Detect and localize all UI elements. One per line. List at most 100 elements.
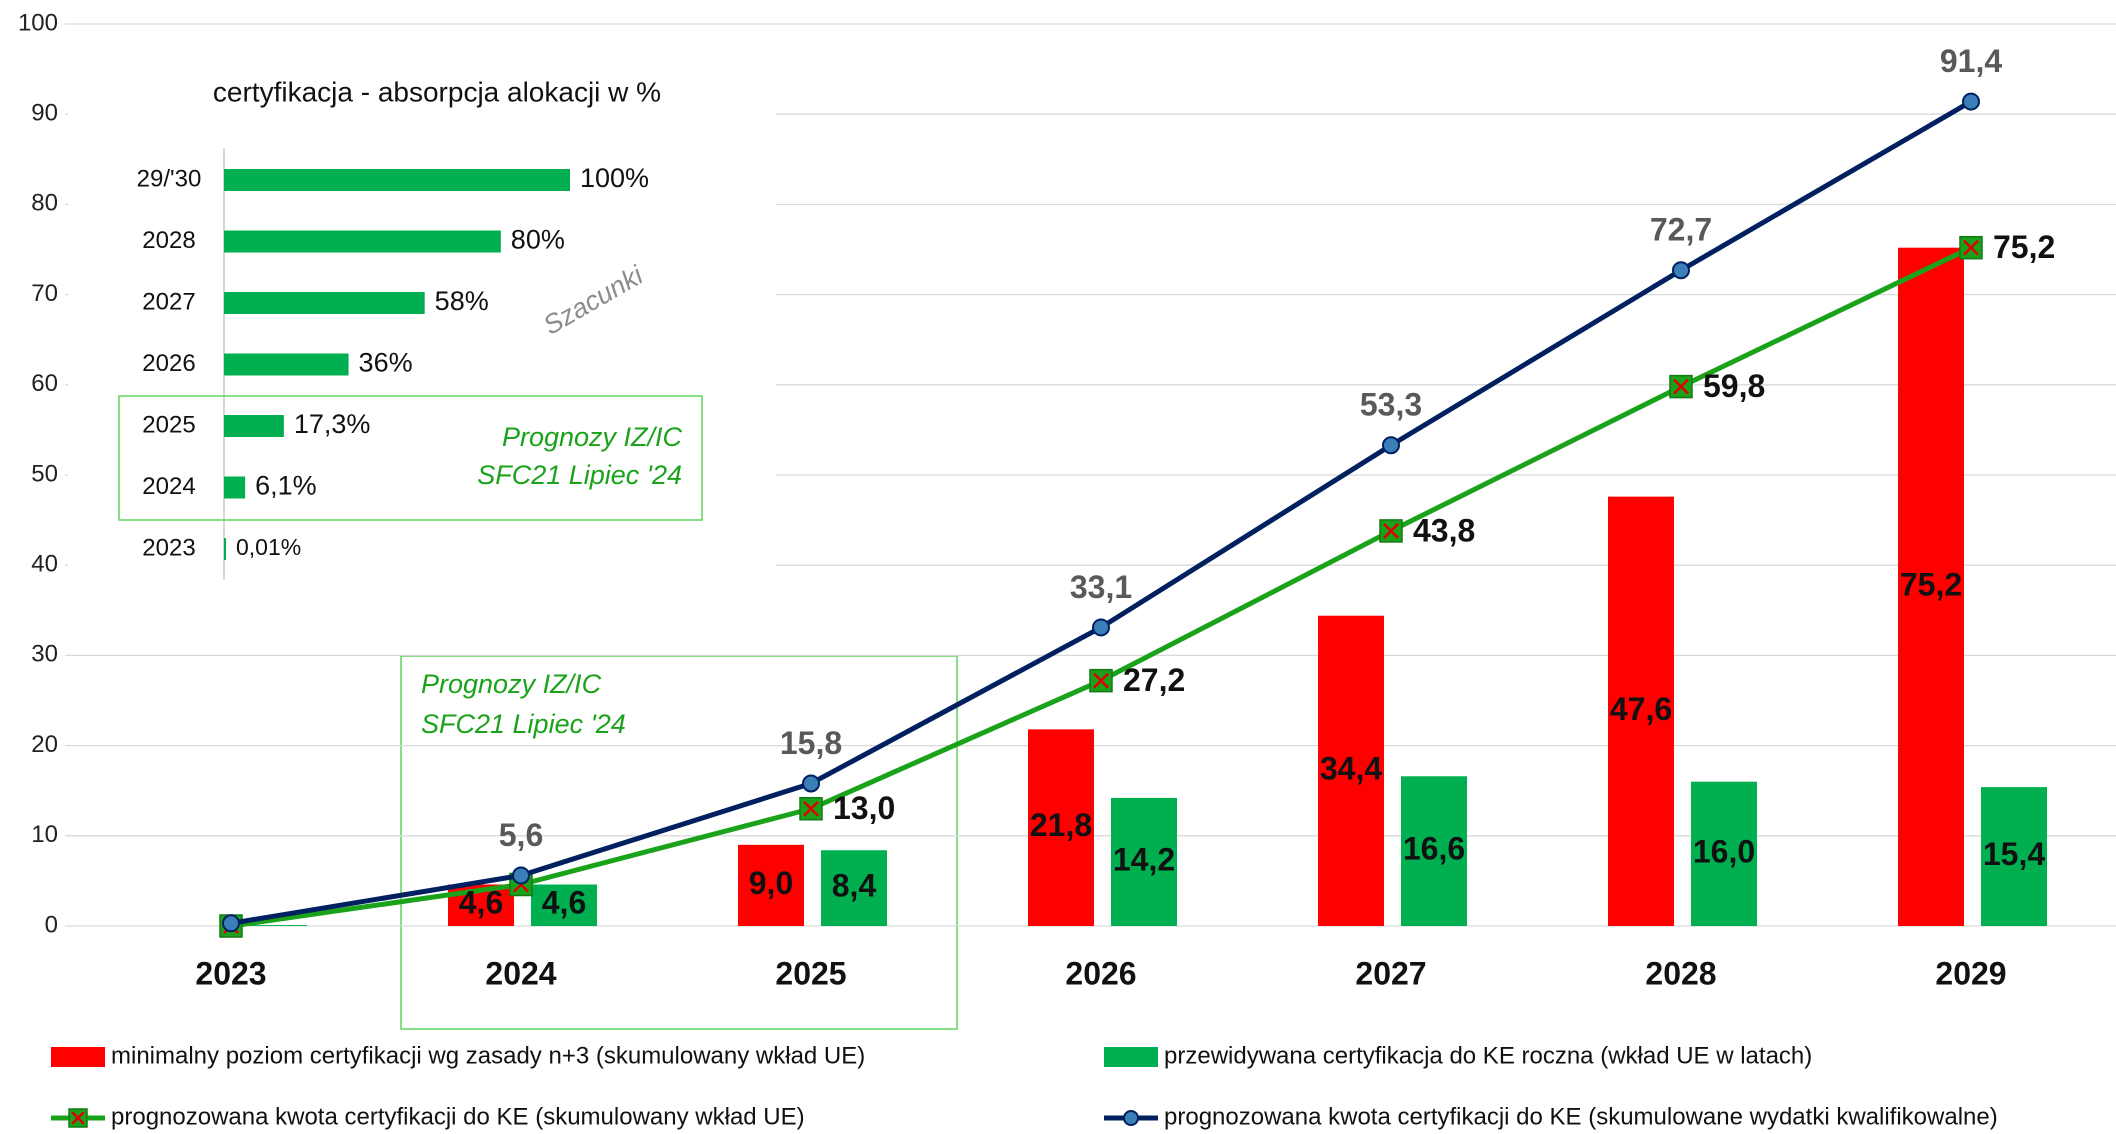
inset-bar — [224, 169, 570, 191]
data-label: 4,6 — [542, 885, 586, 921]
annotation: Prognozy IZ/IC — [421, 669, 602, 699]
marker-cross — [803, 800, 819, 817]
data-label: 8,4 — [832, 868, 877, 904]
data-label: 33,1 — [1070, 569, 1132, 605]
marker — [222, 914, 240, 933]
inset-category: 2023 — [142, 534, 195, 561]
bar — [1608, 496, 1674, 926]
legend-marker — [68, 1108, 88, 1128]
data-label: 16,6 — [1403, 831, 1465, 867]
inset-category: 29/'30 — [137, 165, 202, 192]
data-label: 91,4 — [1940, 43, 2002, 79]
marker — [1382, 436, 1400, 455]
marker-cross — [1673, 378, 1689, 395]
inset-category: 2025 — [142, 411, 195, 438]
bar — [241, 925, 307, 926]
annotation: SFC21 Lipiec '24 — [477, 460, 682, 490]
bar — [738, 844, 804, 926]
inset-value-label: 6,1% — [255, 471, 317, 501]
x-tick-label: 2026 — [1065, 955, 1136, 991]
y-tick-label: 0 — [45, 911, 58, 938]
y-tick-label: 100 — [18, 9, 58, 36]
marker-cross — [1963, 239, 1979, 256]
x-tick-label: 2023 — [195, 955, 266, 991]
data-label: 27,2 — [1123, 662, 1185, 698]
data-label: 72,7 — [1650, 212, 1712, 248]
y-tick-label: 80 — [31, 190, 58, 217]
legend-swatch — [1104, 1047, 1158, 1067]
data-label: 15,8 — [780, 725, 842, 761]
inset-value-label: 100% — [580, 163, 649, 193]
inset-value-label: 0,01% — [236, 534, 301, 560]
inset-background — [68, 38, 776, 594]
marker — [1672, 261, 1690, 280]
bar — [1028, 729, 1094, 926]
inset-value-label: 58% — [435, 286, 489, 316]
marker-cross — [1383, 523, 1399, 539]
data-label: 43,8 — [1413, 512, 1475, 548]
inset-category: 2028 — [142, 227, 195, 254]
bar — [531, 884, 597, 926]
inset-bar — [224, 292, 425, 314]
legend-marker — [1123, 1110, 1139, 1126]
bar — [1691, 781, 1757, 926]
y-tick-label: 10 — [31, 821, 58, 848]
bar — [1898, 247, 1964, 927]
marker — [1962, 92, 1980, 111]
data-label: 47,6 — [1610, 691, 1672, 727]
data-label: 13,0 — [833, 790, 895, 826]
legend-label: przewidywana certyfikacja do KE roczna (… — [1164, 1042, 1812, 1069]
marker — [802, 774, 820, 793]
bar — [1318, 615, 1384, 926]
marker — [1959, 235, 1983, 260]
x-tick-label: 2029 — [1935, 955, 2006, 991]
marker — [1379, 519, 1403, 543]
inset-bar — [224, 230, 501, 253]
y-tick-label: 50 — [31, 460, 58, 487]
data-label: 59,8 — [1703, 368, 1765, 404]
annotation: Prognozy IZ/IC — [502, 422, 683, 452]
data-label: 5,6 — [499, 817, 543, 853]
inset-category: 2026 — [142, 350, 195, 377]
inset-bar — [224, 353, 349, 376]
marker — [1669, 374, 1693, 399]
inset-value-label: 80% — [511, 225, 565, 255]
annotation-box — [118, 395, 703, 521]
legend-label: prognozowana kwota certyfikacji do KE (s… — [1164, 1103, 1998, 1130]
inset-bar — [224, 538, 226, 560]
data-label: 34,4 — [1320, 750, 1382, 786]
legend-label: prognozowana kwota certyfikacji do KE (s… — [111, 1103, 805, 1130]
inset-bar — [224, 415, 284, 437]
data-label: 15,4 — [1983, 836, 2045, 872]
marker — [1092, 618, 1110, 637]
marker-cross — [1093, 672, 1109, 689]
bar — [1401, 776, 1467, 926]
legend-label: minimalny poziom certyfikacji wg zasady … — [111, 1042, 865, 1069]
bar — [1981, 787, 2047, 926]
bar — [1111, 797, 1177, 926]
data-label: 21,8 — [1030, 807, 1092, 843]
legend-swatch — [51, 1047, 105, 1067]
inset-category: 2027 — [142, 288, 195, 315]
inset-value-label: 36% — [359, 348, 413, 378]
bar — [821, 850, 887, 926]
y-tick-label: 70 — [31, 280, 58, 307]
inset-category: 2024 — [142, 473, 195, 500]
y-tick-label: 60 — [31, 370, 58, 397]
marker — [799, 796, 823, 821]
y-tick-label: 90 — [31, 100, 58, 127]
marker-cross — [71, 1111, 85, 1125]
inset-bar — [224, 476, 246, 499]
data-label: 75,2 — [1993, 229, 2055, 265]
x-tick-label: 2025 — [775, 955, 846, 991]
data-label: 75,2 — [1900, 566, 1962, 602]
y-tick-label: 40 — [31, 551, 58, 578]
data-label: 4,6 — [459, 885, 503, 921]
marker — [1089, 668, 1113, 693]
inset-title: certyfikacja - absorpcja alokacji w % — [213, 76, 661, 107]
y-tick-label: 30 — [31, 641, 58, 668]
data-label: 16,0 — [1693, 833, 1755, 869]
marker — [512, 866, 530, 885]
